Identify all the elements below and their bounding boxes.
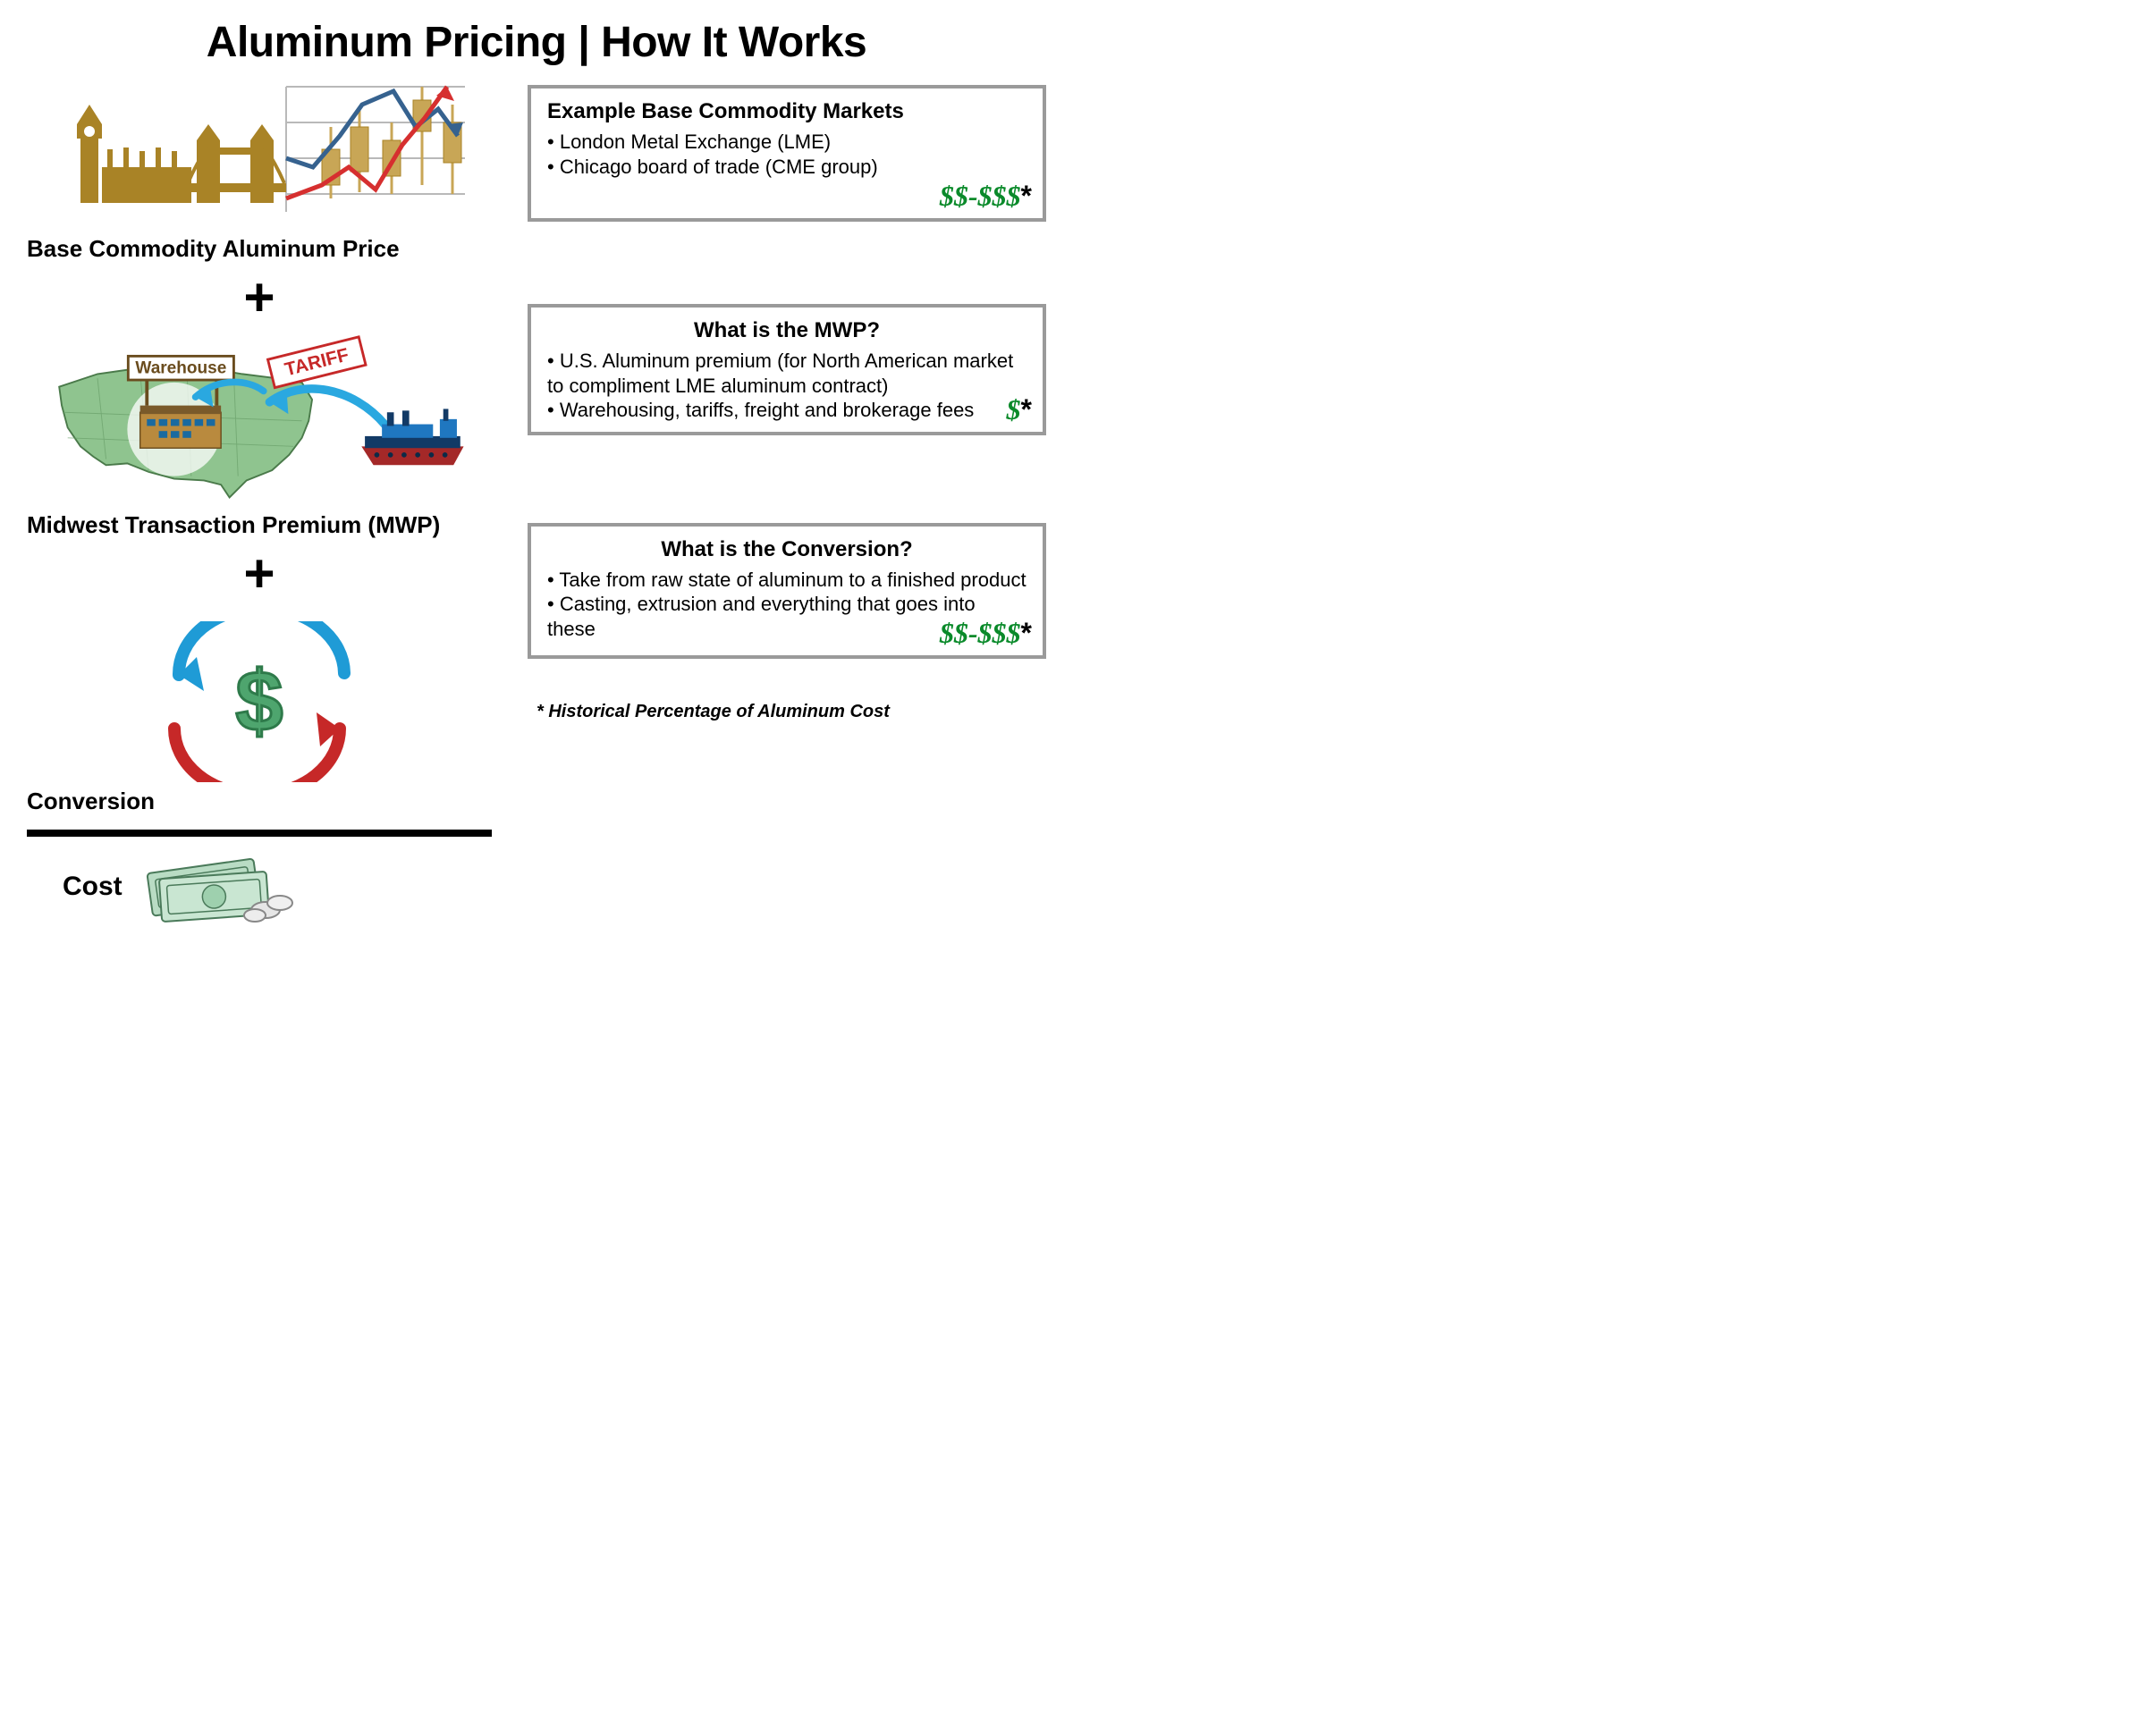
mwp-map-icon: Warehouse TARIFF: [36, 327, 483, 506]
list-item: London Metal Exchange (LME): [547, 130, 1027, 155]
info-box-conversion: What is the Conversion? Take from raw st…: [528, 523, 1046, 660]
london-chart-icon: [54, 78, 465, 230]
plus-icon-1: +: [27, 274, 492, 322]
base-commodity-label: Base Commodity Aluminum Price: [27, 235, 492, 263]
info-box-mwp: What is the MWP? U.S. Aluminum premium (…: [528, 304, 1046, 435]
price-tag-mwp: $*: [1007, 393, 1032, 426]
left-column: Base Commodity Aluminum Price +: [27, 78, 492, 923]
info-box-mwp-list: U.S. Aluminum premium (for North America…: [547, 349, 1027, 423]
cash-icon: [140, 851, 301, 923]
section-mwp: Warehouse TARIFF: [27, 327, 492, 544]
warehouse-sign-text: Warehouse: [135, 358, 226, 377]
info-box-mwp-title: What is the MWP?: [547, 318, 1027, 343]
section-conversion: $ Conversion: [27, 603, 492, 821]
list-item: Take from raw state of aluminum to a fin…: [547, 568, 1027, 593]
page-title: Aluminum Pricing | How It Works: [27, 18, 1046, 67]
info-box-markets-title: Example Base Commodity Markets: [547, 99, 1027, 124]
equation-line: [27, 830, 492, 837]
list-item: Warehousing, tariffs, freight and broker…: [547, 398, 1027, 423]
info-box-markets: Example Base Commodity Markets London Me…: [528, 85, 1046, 222]
cost-label: Cost: [63, 872, 123, 902]
section-base-commodity: Base Commodity Aluminum Price: [27, 78, 492, 268]
right-column: Example Base Commodity Markets London Me…: [528, 78, 1046, 923]
cost-row: Cost: [63, 851, 492, 923]
conversion-label: Conversion: [27, 788, 492, 815]
svg-text:$: $: [235, 653, 283, 749]
info-box-conversion-title: What is the Conversion?: [547, 537, 1027, 562]
list-item: Chicago board of trade (CME group): [547, 155, 1027, 180]
footnote: * Historical Percentage of Aluminum Cost: [528, 702, 1046, 722]
info-box-markets-list: London Metal Exchange (LME) Chicago boar…: [547, 130, 1027, 179]
main-layout: Base Commodity Aluminum Price +: [27, 78, 1046, 923]
price-tag-markets: $$-$$$*: [940, 180, 1032, 213]
mwp-label: Midwest Transaction Premium (MWP): [27, 511, 492, 539]
price-tag-conversion: $$-$$$*: [940, 617, 1032, 650]
plus-icon-2: +: [27, 550, 492, 598]
list-item: U.S. Aluminum premium (for North America…: [547, 349, 1027, 398]
conversion-cycle-icon: $: [125, 621, 393, 782]
